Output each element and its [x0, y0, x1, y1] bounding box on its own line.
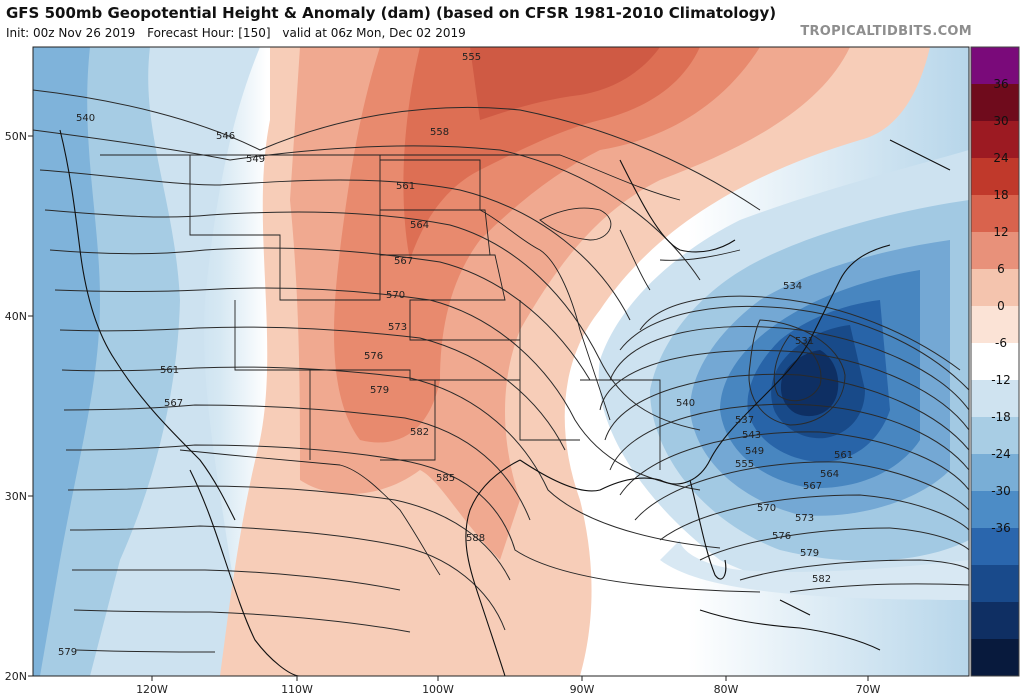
colorbar-label: -6 [995, 336, 1007, 350]
contour-label: 576 [772, 531, 791, 542]
colorbar-label: -36 [991, 521, 1011, 535]
lat-label-40n: 40N [5, 310, 27, 323]
colorbar-label: 30 [993, 114, 1008, 128]
lon-label-70w: 70W [856, 683, 881, 696]
contour-label: 531 [795, 336, 814, 347]
contour-label: 579 [800, 548, 819, 559]
colorbar-swatch [971, 417, 1019, 455]
colorbar-swatch [971, 454, 1019, 492]
colorbar-swatch [971, 565, 1019, 603]
colorbar-label: 24 [993, 151, 1008, 165]
contour-label: 561 [160, 365, 179, 376]
contour-label: 582 [410, 427, 429, 438]
contour-labels: 540 546 549 555 558 561 564 567 570 573 … [58, 52, 853, 658]
lat-label-20n: 20N [5, 670, 27, 683]
colorbar-label: 0 [997, 299, 1005, 313]
lon-label-80w: 80W [714, 683, 739, 696]
political-borders [100, 154, 681, 576]
contour-label: 582 [812, 574, 831, 585]
contour-label: 555 [462, 52, 481, 63]
contour-label: 573 [795, 513, 814, 524]
colorbar-swatch [971, 232, 1019, 270]
contour-label: 588 [466, 533, 485, 544]
lon-label-90w: 90W [570, 683, 595, 696]
map-area [33, 47, 969, 676]
colorbar-swatch [971, 195, 1019, 233]
lon-label-110w: 110W [281, 683, 313, 696]
contour-label: 540 [676, 398, 695, 409]
contour-label: 558 [430, 127, 449, 138]
coastlines [59, 129, 951, 676]
colorbar-swatch [971, 491, 1019, 529]
lon-label-100w: 100W [422, 683, 454, 696]
colorbar-swatch [971, 47, 1019, 85]
contour-label: 555 [735, 459, 754, 470]
contour-label: 549 [246, 154, 265, 165]
contour-label: 570 [757, 503, 776, 514]
longitude-axis: 120W 110W 100W 90W 80W 70W [136, 676, 881, 696]
init-time: Init: 00z Nov 26 2019 [6, 26, 136, 40]
colorbar-label: 12 [993, 225, 1008, 239]
forecast-hour: Forecast Hour: [150] [147, 26, 271, 40]
colorbar-label: 36 [993, 77, 1008, 91]
contour-label: 567 [164, 398, 183, 409]
contour-label: 561 [834, 450, 853, 461]
colorbar-label: -12 [991, 373, 1011, 387]
colorbar-swatch [971, 343, 1019, 381]
colorbar-swatch [971, 306, 1019, 344]
lat-label-30n: 30N [5, 490, 27, 503]
colorbar-swatch [971, 380, 1019, 418]
latitude-axis: 50N 40N 30N 20N [5, 130, 33, 683]
colorbar-label: -30 [991, 484, 1011, 498]
lon-label-120w: 120W [136, 683, 168, 696]
map-subtitle: Init: 00z Nov 26 2019 Forecast Hour: [15… [6, 26, 474, 40]
contour-label: 567 [803, 481, 822, 492]
colorbar-swatch [971, 602, 1019, 640]
contour-label: 579 [58, 647, 77, 658]
colorbar-swatch [971, 528, 1019, 566]
contour-label: 576 [364, 351, 383, 362]
colorbar-label: 18 [993, 188, 1008, 202]
colorbar-label: -24 [991, 447, 1011, 461]
colorbar-swatch [971, 84, 1019, 122]
contour-label: 564 [410, 220, 429, 231]
anomaly-colorbar: 36 30 24 18 12 6 0 -6 -12 -18 -24 -30 -36 [970, 46, 1020, 677]
contour-label: 537 [735, 415, 754, 426]
colorbar-swatch [971, 639, 1019, 677]
colorbar-swatch [971, 269, 1019, 307]
contour-label: 543 [742, 430, 761, 441]
valid-time: valid at 06z Mon, Dec 02 2019 [282, 26, 466, 40]
contour-label: 546 [216, 131, 235, 142]
map-frame [32, 46, 970, 677]
contour-label: 570 [386, 290, 405, 301]
contour-label: 534 [783, 281, 802, 292]
contour-label: 564 [820, 469, 839, 480]
lat-label-50n: 50N [5, 130, 27, 143]
contour-label: 540 [76, 113, 95, 124]
site-watermark: TROPICALTIDBITS.COM [800, 24, 972, 39]
contour-label: 573 [388, 322, 407, 333]
colorbar-swatch [971, 158, 1019, 196]
map-title: GFS 500mb Geopotential Height & Anomaly … [6, 4, 777, 22]
great-lakes [539, 207, 741, 291]
contour-label: 585 [436, 473, 455, 484]
contour-label: 567 [394, 256, 413, 267]
contour-label: 549 [745, 446, 764, 457]
colorbar-label: 6 [997, 262, 1005, 276]
contour-label: 561 [396, 181, 415, 192]
contour-label: 579 [370, 385, 389, 396]
colorbar-swatch [971, 121, 1019, 159]
colorbar-label: -18 [991, 410, 1011, 424]
